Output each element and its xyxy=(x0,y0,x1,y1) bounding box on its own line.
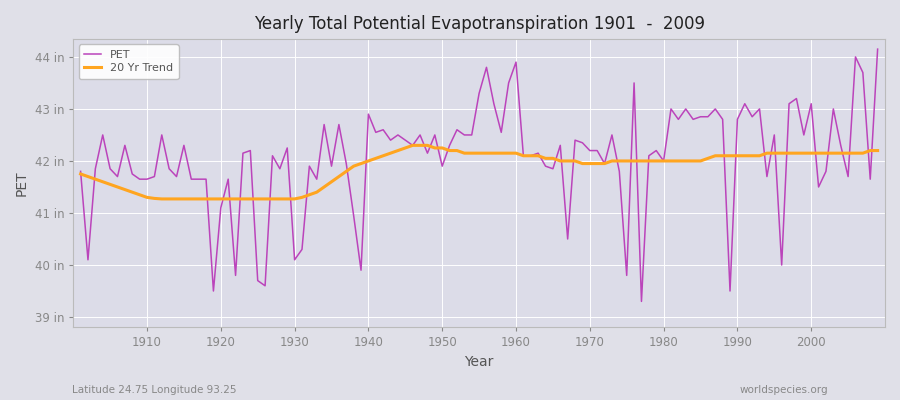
20 Yr Trend xyxy=(348,164,359,168)
20 Yr Trend xyxy=(872,148,883,153)
PET xyxy=(872,47,883,52)
PET xyxy=(510,60,521,64)
20 Yr Trend xyxy=(518,153,529,158)
20 Yr Trend xyxy=(76,172,86,176)
PET xyxy=(76,169,86,174)
PET xyxy=(503,80,514,85)
PET xyxy=(341,161,352,166)
PET xyxy=(636,299,647,304)
X-axis label: Year: Year xyxy=(464,355,494,369)
20 Yr Trend xyxy=(614,158,625,163)
PET xyxy=(134,177,145,182)
20 Yr Trend xyxy=(304,192,315,197)
20 Yr Trend xyxy=(526,153,536,158)
PET xyxy=(297,247,308,252)
20 Yr Trend xyxy=(157,196,167,201)
Legend: PET, 20 Yr Trend: PET, 20 Yr Trend xyxy=(79,44,178,79)
Line: 20 Yr Trend: 20 Yr Trend xyxy=(81,145,878,199)
Y-axis label: PET: PET xyxy=(15,170,29,196)
Text: Latitude 24.75 Longitude 93.25: Latitude 24.75 Longitude 93.25 xyxy=(72,385,237,395)
Line: PET: PET xyxy=(81,49,878,302)
Title: Yearly Total Potential Evapotranspiration 1901  -  2009: Yearly Total Potential Evapotranspiratio… xyxy=(254,15,705,33)
Text: worldspecies.org: worldspecies.org xyxy=(740,385,828,395)
20 Yr Trend xyxy=(134,192,145,197)
20 Yr Trend xyxy=(408,143,418,148)
PET xyxy=(599,161,610,166)
